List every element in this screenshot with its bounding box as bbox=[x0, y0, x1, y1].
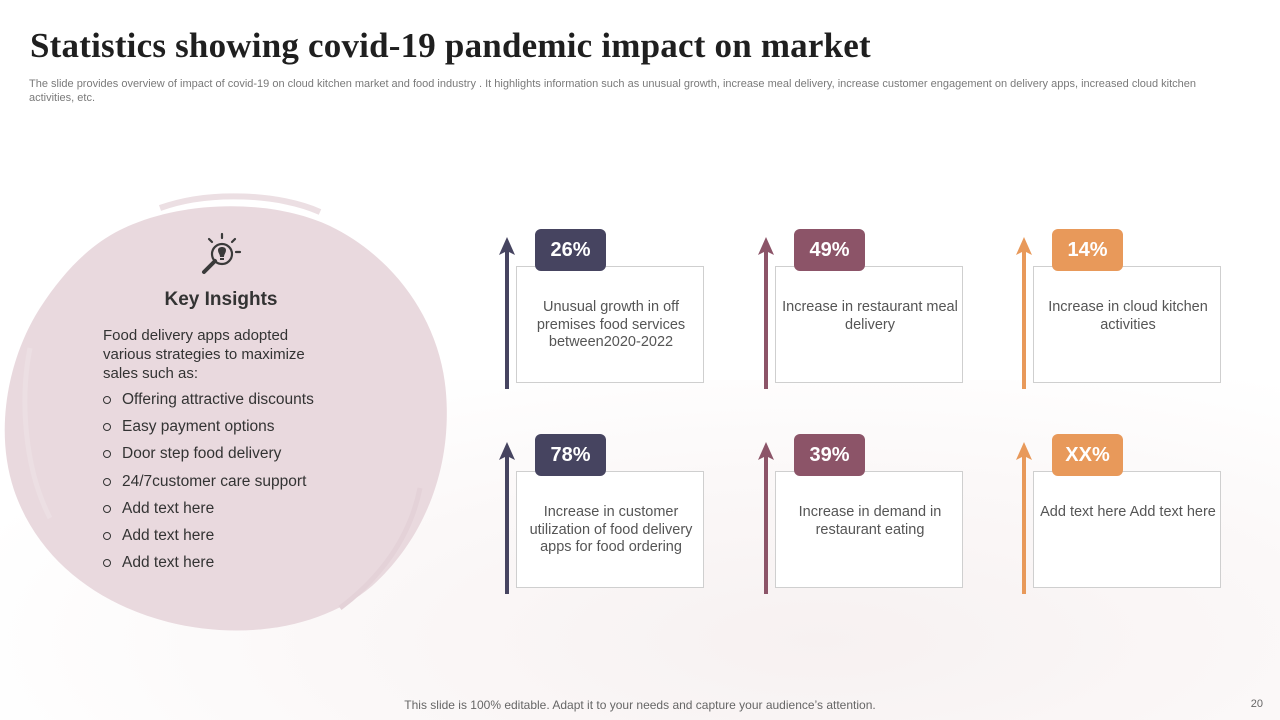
brush-blob bbox=[4, 193, 447, 631]
up-arrow-icon bbox=[1016, 237, 1032, 389]
up-arrow-icon bbox=[758, 442, 774, 594]
key-insights-heading: Key Insights bbox=[164, 289, 278, 310]
footer-note: This slide is 100% editable. Adapt it to… bbox=[404, 698, 876, 712]
up-arrow-icon bbox=[1016, 442, 1032, 594]
list-item-text: 24/7customer care support bbox=[122, 472, 307, 490]
list-item-text: Offering attractive discounts bbox=[122, 391, 314, 408]
stat-value-badge: 78% bbox=[535, 434, 606, 476]
stat-card: Increase in demand in restaurant eating … bbox=[757, 434, 1017, 594]
stat-description: Unusual growth in off premises food serv… bbox=[536, 299, 686, 350]
stat-description: Increase in restaurant meal delivery bbox=[782, 299, 958, 333]
stat-card-box bbox=[775, 266, 963, 383]
stat-card-box bbox=[516, 266, 704, 383]
lightbulb-magnifier-icon bbox=[202, 232, 242, 274]
bullet-icon bbox=[103, 423, 111, 432]
bullet-icon bbox=[103, 450, 111, 459]
bullet-icon bbox=[103, 396, 111, 404]
bullet-icon bbox=[103, 531, 111, 540]
stat-value-badge: 26% bbox=[535, 229, 606, 271]
list-item-text: Add text here bbox=[122, 526, 215, 544]
insights-intro: Food delivery apps adopted various strat… bbox=[103, 327, 305, 382]
up-arrow-icon bbox=[758, 237, 774, 389]
stat-description: Add text here Add text here bbox=[1040, 504, 1216, 520]
stat-description: Increase in cloud kitchen activities bbox=[1048, 299, 1208, 333]
stat-card-box bbox=[1033, 266, 1221, 383]
stat-value-badge: XX% bbox=[1052, 434, 1123, 476]
stat-value-badge: 14% bbox=[1052, 229, 1123, 271]
list-item: Add text here bbox=[103, 499, 314, 526]
stat-description: Increase in customer utilization of food… bbox=[529, 504, 693, 555]
stat-value-badge: 49% bbox=[794, 229, 865, 271]
list-item: 24/7customer care support bbox=[103, 472, 314, 499]
list-item-text: Add text here bbox=[122, 499, 215, 517]
page-number: 20 bbox=[1250, 698, 1263, 710]
list-item-text: Door step food delivery bbox=[122, 445, 282, 463]
bullet-icon bbox=[103, 477, 111, 486]
bullet-icon bbox=[103, 559, 111, 568]
stat-card-box bbox=[1033, 471, 1221, 588]
list-item: Door step food delivery bbox=[103, 444, 314, 471]
stat-value-badge: 39% bbox=[794, 434, 865, 476]
stat-card: Increase in customer utilization of food… bbox=[498, 434, 758, 594]
list-item: Easy payment options bbox=[103, 417, 314, 444]
slide-title: Statistics showing covid-19 pandemic imp… bbox=[30, 26, 871, 65]
list-item: Add text here bbox=[103, 553, 314, 580]
insights-list: Offering attractive discounts Easy payme… bbox=[103, 390, 314, 580]
slide-subtitle: The slide provides overview of impact of… bbox=[29, 78, 1197, 104]
stat-card-box bbox=[516, 471, 704, 588]
list-item-text: Add text here bbox=[122, 554, 215, 572]
up-arrow-icon bbox=[499, 442, 515, 594]
list-item: Offering attractive discounts bbox=[103, 390, 314, 417]
stat-card-box bbox=[775, 471, 963, 588]
list-item-text: Easy payment options bbox=[122, 418, 275, 436]
stat-description: Increase in demand in restaurant eating bbox=[798, 504, 942, 538]
list-item: Add text here bbox=[103, 526, 314, 553]
stat-card: Increase in restaurant meal delivery 49% bbox=[757, 229, 1017, 389]
stat-card: Increase in cloud kitchen activities 14% bbox=[1015, 229, 1275, 389]
up-arrow-icon bbox=[499, 237, 515, 389]
stat-card: Add text here Add text here XX% bbox=[1015, 434, 1275, 594]
stat-card: Unusual growth in off premises food serv… bbox=[498, 229, 758, 389]
bullet-icon bbox=[103, 504, 111, 513]
